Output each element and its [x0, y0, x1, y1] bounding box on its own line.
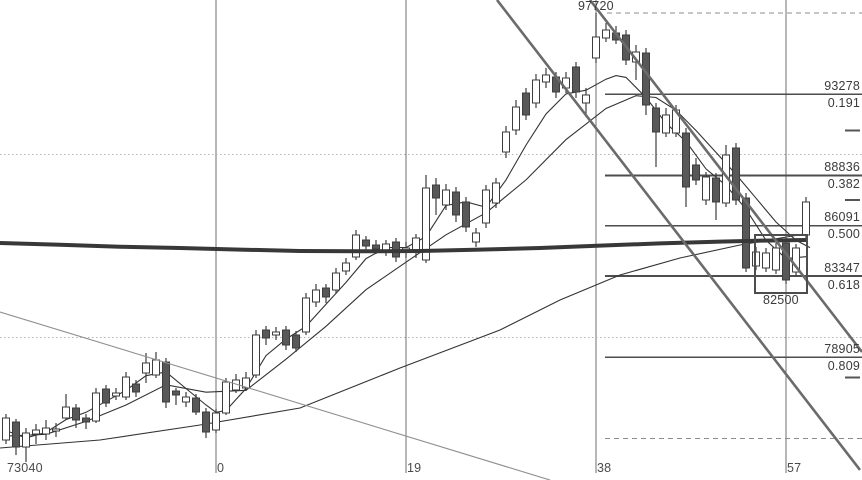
candle-body-down [82, 417, 90, 423]
candle-body-up [252, 334, 260, 376]
candle-body-up [492, 182, 500, 204]
candle-body-up [272, 331, 280, 336]
candle-body-up [752, 251, 760, 267]
candle-body-up [802, 201, 810, 236]
candle-body-up [302, 297, 310, 333]
annotation-box[interactable] [754, 234, 808, 294]
candle-body-up [592, 36, 600, 59]
candle-body-down [372, 244, 380, 250]
candle-body-down [642, 52, 650, 106]
candle-body-up [122, 376, 130, 398]
candle-body-up [602, 29, 610, 39]
candle-body-up [352, 234, 360, 258]
old-descending-trendline[interactable] [0, 311, 551, 480]
candle-body-up [62, 406, 70, 419]
candle-body-up [112, 392, 120, 397]
candle-body-down [732, 147, 740, 201]
candle-body-down [12, 421, 20, 448]
candle-body-down [262, 329, 270, 339]
candle-body-up [532, 79, 540, 104]
candle-body-down [102, 388, 110, 404]
candle-body-down [432, 184, 440, 199]
candle-body-up [182, 396, 190, 403]
candle-body-up [142, 362, 150, 374]
candle-body-up [242, 377, 250, 389]
candle-body-up [32, 429, 40, 435]
candle-body-up [662, 114, 670, 134]
candle-body-down [652, 107, 660, 133]
candle-body-down [452, 191, 460, 216]
candle-body-up [772, 247, 780, 271]
candle-body-down [322, 287, 330, 298]
candle-body-up [762, 252, 770, 269]
candle-body-up [22, 432, 30, 448]
candle-body-down [742, 197, 750, 269]
candle-body-up [702, 176, 710, 201]
candle-body-down [282, 329, 290, 346]
candle-body-up [512, 106, 520, 131]
candle-body-up [92, 392, 100, 422]
candle-body-down [362, 239, 370, 247]
candle-body-up [332, 272, 340, 291]
channel-line-right[interactable] [588, 0, 862, 353]
ma-thick-line [0, 238, 807, 254]
candle-body-up [152, 359, 160, 376]
candle-body-down [172, 390, 180, 396]
candle-body-up [312, 289, 320, 303]
candle-body-down [132, 383, 140, 393]
candle-body-up [2, 417, 10, 441]
candle-body-down [782, 242, 790, 281]
candle-body-up [542, 74, 550, 83]
candle-body-down [462, 201, 470, 228]
candle-body-down [712, 177, 720, 203]
candle-body-up [442, 189, 450, 206]
candle-body-up [52, 428, 60, 432]
candle-body-up [482, 189, 490, 224]
candle-body-up [582, 94, 590, 104]
channel-line-left[interactable] [495, 0, 862, 471]
candle-body-up [212, 412, 220, 431]
candle-body-up [502, 131, 510, 153]
candle-body-up [342, 262, 350, 272]
candle-body-down [522, 92, 530, 116]
candle-body-down [692, 164, 700, 181]
candle-body-down [572, 66, 580, 93]
candle-body-down [682, 132, 690, 188]
candle-body-up [222, 381, 230, 414]
ma-slow-line [0, 232, 811, 449]
candle-body-down [292, 334, 300, 349]
candle-body-up [42, 427, 50, 435]
candle-body-up [472, 232, 480, 243]
candle-body-down [72, 407, 80, 421]
candle-body-down [202, 411, 210, 433]
candle-body-down [162, 361, 170, 403]
candle-body-down [192, 397, 200, 413]
candle-body-up [422, 187, 430, 261]
